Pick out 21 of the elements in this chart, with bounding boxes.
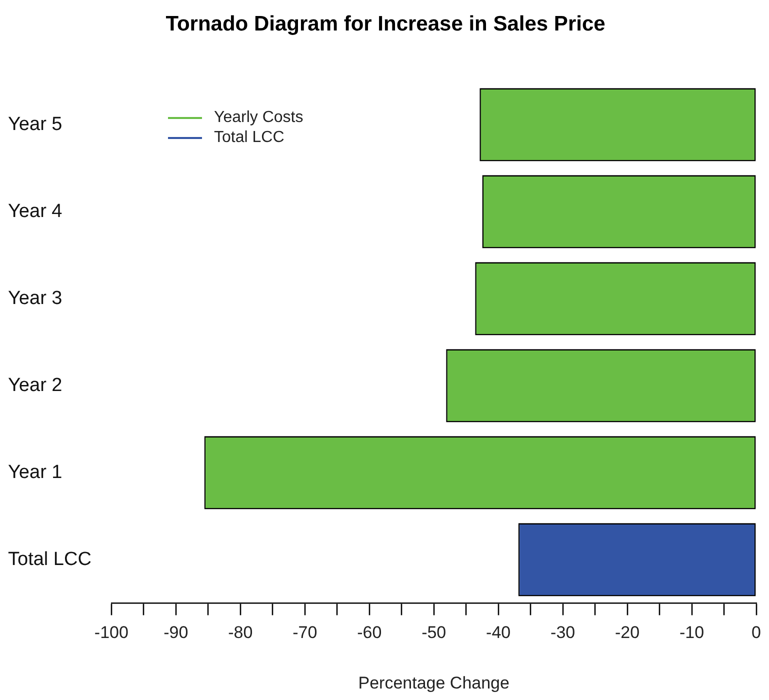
y-tick-label: Year 4 [8,200,63,222]
x-tick-label: -80 [228,623,253,642]
legend-label: Yearly Costs [214,108,304,128]
y-tick-label: Year 1 [8,462,62,483]
legend-label: Total LCC [214,128,284,148]
chart-title: Tornado Diagram for Increase in Sales Price [166,12,606,36]
x-tick-label: 0 [752,623,762,642]
x-tick-label: -100 [94,623,128,642]
x-tick-label: -10 [680,623,704,642]
x-tick-label: -50 [422,623,446,642]
x-tick-label: -90 [164,623,188,642]
x-tick-label: -60 [357,623,382,642]
x-tick-label: -20 [615,623,640,642]
x-tick-label: -70 [292,623,318,642]
x-tick-label: -30 [550,623,576,642]
y-tick-label: Year 5 [8,114,62,135]
x-tick-label: -40 [486,623,511,642]
y-tick-label: Total LCC [8,548,92,570]
x-axis-title: Percentage Change [358,673,510,692]
y-tick-label: Year 2 [8,374,62,396]
y-tick-label: Year 3 [8,288,62,309]
